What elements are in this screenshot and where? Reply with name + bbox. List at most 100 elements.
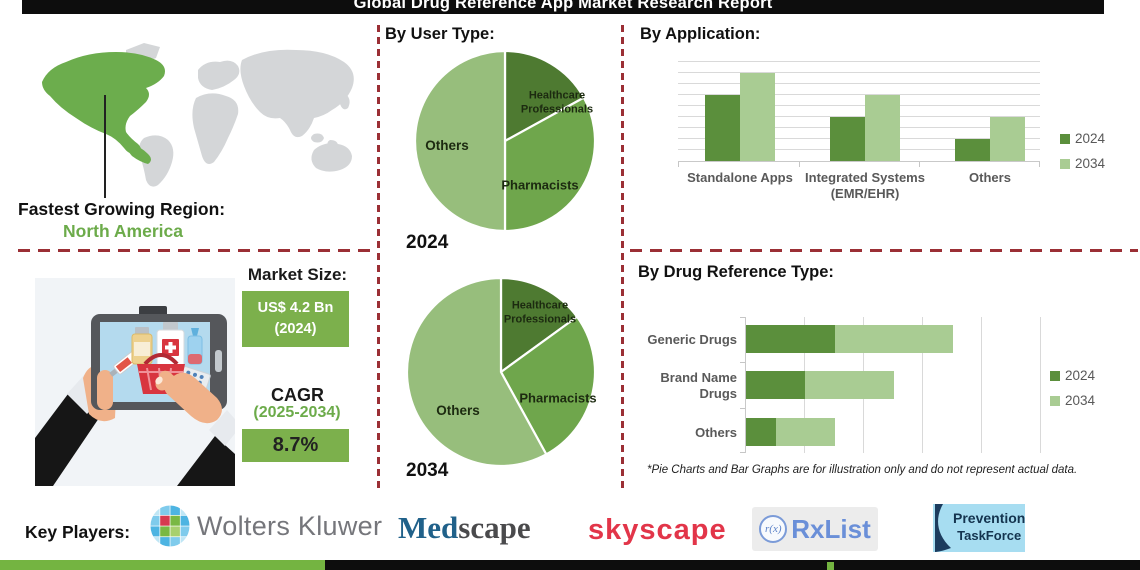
cagr-value-box: 8.7% — [242, 429, 349, 462]
pie-slice-label-others: Others — [436, 403, 480, 419]
title-banner: Global Drug Reference App Market Researc… — [22, 0, 1104, 14]
market-size-value: US$ 4.2 Bn — [257, 300, 334, 316]
map-pointer-line — [104, 95, 106, 198]
map-australia — [311, 143, 352, 172]
pie-slice-healthcare-professionals — [503, 49, 586, 143]
logo-prevention-taskforce: Prevention TaskForce — [933, 504, 1025, 552]
wolters-kluwer-globe-icon — [150, 505, 190, 547]
drug-bar-2024-cat1 — [746, 325, 835, 353]
divider-left-horizontal — [18, 249, 373, 252]
key-players-label: Key Players: — [25, 522, 131, 542]
bottom-bar-green-tick — [827, 562, 834, 570]
pie-slice-label-pharmacists: Pharmacists — [519, 390, 597, 406]
pie-slice-others — [405, 276, 548, 468]
drug-reference-heading: By Drug Reference Type: — [638, 263, 834, 281]
map-central-america-highlight — [127, 142, 151, 164]
logo-wolters-kluwer: Wolters Kluwer — [150, 503, 382, 549]
pie-2034-year-label: 2034 — [406, 460, 449, 481]
map-europe — [198, 60, 240, 90]
application-bar-2034-cat3 — [990, 117, 1025, 161]
pie-2024-svg — [413, 49, 597, 233]
right-cuff — [209, 410, 235, 446]
market-size-year: (2024) — [274, 321, 317, 338]
application-legend: 2024 2034 — [1060, 131, 1105, 181]
cagr-period: (2025-2034) — [253, 404, 341, 421]
map-island-1 — [311, 133, 324, 143]
prevention-taskforce-wordmark: Prevention TaskForce — [953, 510, 1025, 543]
legend-swatch-2034 — [1050, 395, 1060, 406]
medscape-wordmark-dark: scape — [458, 510, 531, 545]
drug-bar-2024-cat2 — [746, 371, 805, 399]
divider-vertical-2 — [621, 25, 624, 488]
map-asia — [240, 49, 354, 138]
world-map — [42, 43, 354, 187]
amber-bottle-icon — [131, 327, 153, 365]
legend-item-2034: 2034 — [1050, 393, 1095, 408]
pie-slice-pharmacists — [503, 96, 597, 233]
drug-reference-chart-plot — [740, 317, 1041, 453]
divider-vertical-1 — [377, 25, 380, 488]
logo-skyscape: skyscape — [588, 514, 727, 546]
market-size-box: US$ 4.2 Bn (2024) — [242, 291, 349, 347]
application-category-2: Integrated Systems (EMR/EHR) — [805, 170, 925, 201]
right-sleeve — [177, 436, 235, 486]
application-category-1: Standalone Apps — [687, 170, 793, 185]
legend-item-2024: 2024 — [1060, 131, 1105, 146]
legend-swatch-2034 — [1060, 158, 1070, 169]
drug-bar-2024-cat3 — [746, 418, 776, 446]
logo-rxlist: r(x) RxList — [752, 507, 878, 551]
bottom-bar-green — [0, 560, 325, 570]
application-category-3: Others — [969, 170, 1011, 185]
rxlist-wordmark: RxList — [791, 513, 871, 544]
page-title: Global Drug Reference App Market Researc… — [353, 0, 773, 12]
application-bar-2034-cat1 — [740, 73, 775, 161]
fastest-region-label: Fastest Growing Region: — [18, 199, 226, 219]
drug-category-3: Others — [695, 425, 737, 440]
application-bar-2024-cat2 — [830, 117, 865, 161]
map-north-america-highlight — [42, 52, 165, 155]
pie-slice-label-pharmacists: Pharmacists — [501, 177, 579, 193]
rxlist-rx-icon: r(x) — [759, 515, 788, 543]
legend-item-2024: 2024 — [1050, 368, 1095, 383]
drug-reference-legend: 2024 2034 — [1050, 368, 1095, 418]
map-japan — [340, 94, 350, 110]
pie-chart-2024: Healthcare Professionals Pharmacists Oth… — [413, 49, 597, 233]
application-bar-2024-cat3 — [955, 139, 990, 161]
pie-2024-year-label: 2024 — [406, 232, 449, 253]
prevention-taskforce-swoosh-icon — [935, 504, 951, 552]
wolters-kluwer-wordmark: Wolters Kluwer — [197, 510, 383, 541]
tablet-illustration — [35, 278, 235, 486]
drug-category-1: Generic Drugs — [647, 332, 737, 347]
cagr-label: CAGR — [271, 385, 324, 405]
pie-slice-label-healthcare: Healthcare Professionals — [503, 299, 577, 326]
fastest-region-value: North America — [63, 221, 183, 241]
pie-slice-others — [413, 49, 507, 233]
medscape-wordmark-blue: Med — [398, 510, 459, 545]
pie-slice-label-healthcare: Healthcare Professionals — [520, 89, 594, 116]
pie-slice-pharmacists — [499, 315, 597, 456]
spray-bottle-icon — [187, 328, 203, 365]
application-heading: By Application: — [640, 25, 761, 43]
legend-swatch-2024 — [1060, 133, 1070, 144]
application-bar-2024-cat1 — [705, 95, 740, 161]
application-bar-2034-cat2 — [865, 95, 900, 161]
legend-item-2034: 2034 — [1060, 156, 1105, 171]
tablet-home-button — [215, 350, 222, 372]
pie-chart-2034: Healthcare Professionals Pharmacists Oth… — [405, 276, 597, 468]
map-africa — [192, 93, 239, 164]
illustration-disclaimer: *Pie Charts and Bar Graphs are for illus… — [647, 464, 1078, 476]
logo-medscape: Medscape — [398, 510, 531, 546]
pie-slice-healthcare-professionals — [499, 276, 579, 375]
application-chart-plot — [678, 61, 1040, 167]
legend-swatch-2024 — [1050, 370, 1060, 381]
drug-category-2: Brand Name Drugs — [660, 370, 737, 402]
divider-right-horizontal — [630, 249, 1138, 252]
drug-bar-2034-cat1 — [834, 325, 953, 353]
drug-bar-2034-cat2 — [805, 371, 894, 399]
drug-bar-2034-cat3 — [775, 418, 835, 446]
map-south-america — [139, 135, 174, 187]
left-sleeve — [35, 390, 99, 486]
pie-2034-svg — [405, 276, 597, 468]
bottom-bar-black — [0, 560, 1140, 570]
